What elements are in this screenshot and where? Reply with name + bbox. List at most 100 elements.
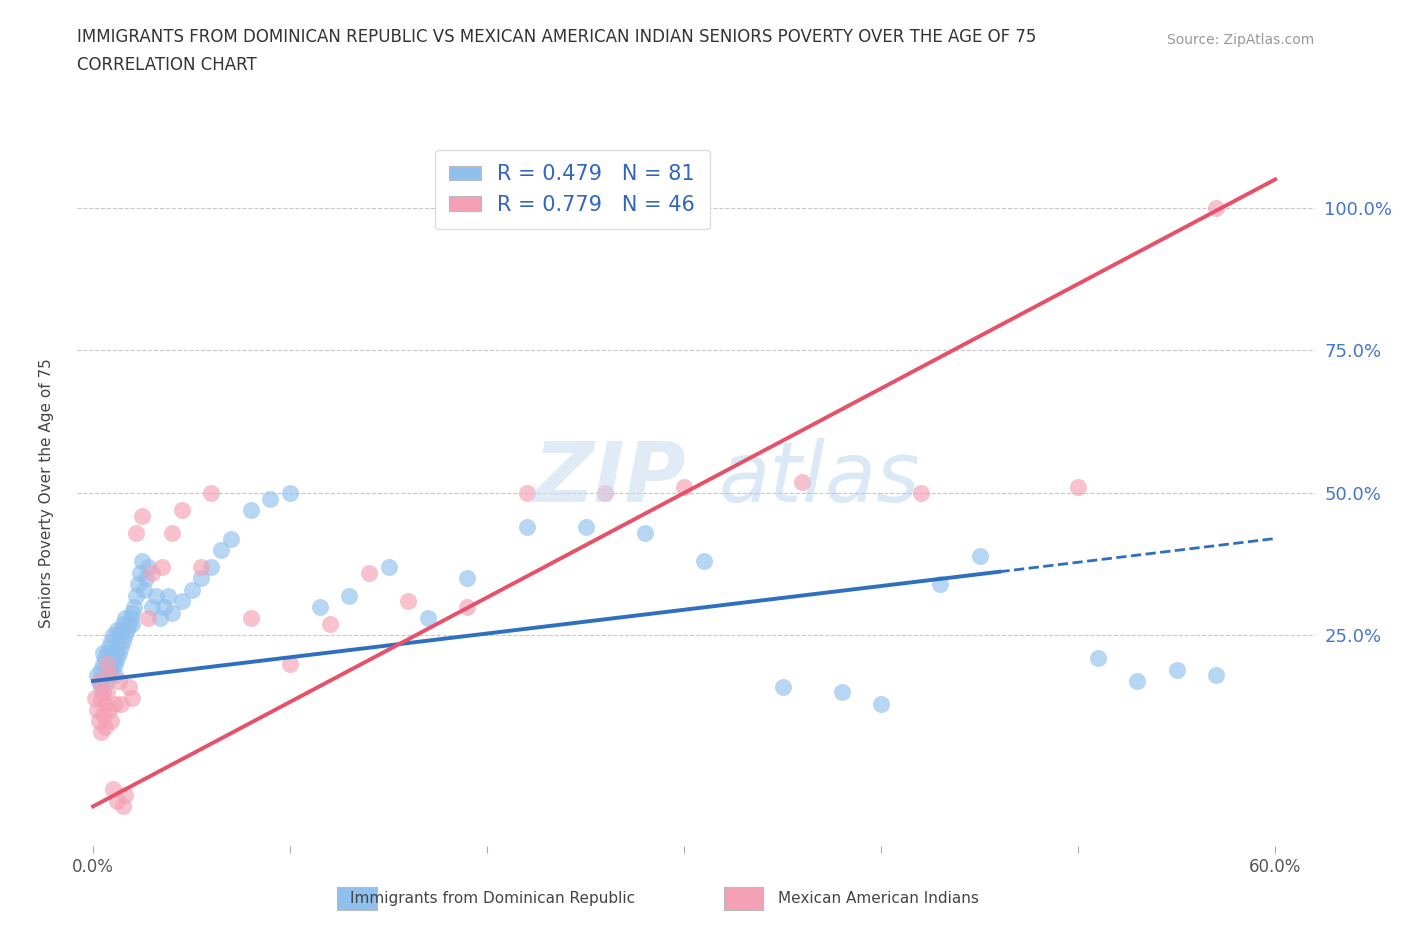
Point bbox=[870, 697, 893, 711]
Point bbox=[575, 520, 598, 535]
Point bbox=[105, 622, 128, 637]
Point bbox=[91, 685, 114, 700]
Point bbox=[634, 525, 657, 540]
Point bbox=[180, 582, 202, 597]
Point bbox=[97, 657, 120, 671]
Point bbox=[969, 548, 991, 563]
Point bbox=[125, 588, 148, 603]
Point bbox=[110, 639, 132, 654]
Point bbox=[90, 679, 112, 694]
Point bbox=[100, 633, 122, 648]
Point bbox=[910, 485, 932, 500]
Point bbox=[134, 582, 156, 597]
Point bbox=[515, 485, 537, 500]
Point bbox=[105, 793, 128, 808]
Point bbox=[416, 611, 439, 626]
Point bbox=[101, 782, 124, 797]
Point bbox=[127, 577, 149, 591]
Point bbox=[101, 628, 124, 643]
Point bbox=[239, 611, 262, 626]
Point bbox=[94, 719, 117, 734]
Y-axis label: Seniors Poverty Over the Age of 75: Seniors Poverty Over the Age of 75 bbox=[39, 358, 53, 628]
Point bbox=[156, 588, 179, 603]
Point bbox=[170, 593, 193, 608]
Point bbox=[100, 662, 122, 677]
Point bbox=[1205, 668, 1227, 683]
Point bbox=[131, 509, 153, 524]
Point bbox=[114, 611, 136, 626]
Point bbox=[121, 691, 143, 706]
Text: IMMIGRANTS FROM DOMINICAN REPUBLIC VS MEXICAN AMERICAN INDIAN SENIORS POVERTY OV: IMMIGRANTS FROM DOMINICAN REPUBLIC VS ME… bbox=[77, 28, 1036, 46]
Point bbox=[278, 485, 301, 500]
Point bbox=[100, 651, 122, 666]
Point bbox=[87, 673, 110, 688]
Point bbox=[94, 668, 117, 683]
Point bbox=[120, 611, 142, 626]
Point bbox=[101, 645, 124, 660]
Point bbox=[91, 657, 114, 671]
Point bbox=[129, 565, 152, 580]
Point bbox=[131, 554, 153, 569]
Point bbox=[318, 617, 340, 631]
Point bbox=[107, 628, 129, 643]
Point bbox=[150, 560, 173, 575]
Point bbox=[91, 708, 114, 723]
Point bbox=[111, 799, 134, 814]
Point bbox=[259, 491, 281, 506]
Point bbox=[929, 577, 952, 591]
Point bbox=[110, 697, 132, 711]
Point bbox=[792, 474, 814, 489]
Text: ZIP: ZIP bbox=[533, 438, 686, 519]
Point bbox=[135, 571, 157, 586]
Point bbox=[91, 685, 114, 700]
Point bbox=[107, 673, 129, 688]
Point bbox=[200, 485, 222, 500]
Point bbox=[96, 685, 118, 700]
Point bbox=[97, 702, 120, 717]
Point bbox=[1067, 480, 1090, 495]
Point bbox=[114, 628, 136, 643]
Point bbox=[87, 713, 110, 728]
Point bbox=[104, 668, 127, 683]
Point bbox=[86, 668, 108, 683]
Point bbox=[141, 565, 163, 580]
Point bbox=[136, 560, 159, 575]
Point bbox=[96, 657, 118, 671]
Point bbox=[136, 611, 159, 626]
Point bbox=[149, 611, 172, 626]
Point bbox=[831, 685, 853, 700]
Point bbox=[84, 691, 107, 706]
Point bbox=[278, 657, 301, 671]
Point bbox=[160, 605, 183, 620]
Point bbox=[91, 645, 114, 660]
Text: Mexican American Indians: Mexican American Indians bbox=[779, 891, 979, 906]
Point bbox=[94, 651, 117, 666]
Point bbox=[87, 673, 110, 688]
Point bbox=[96, 662, 118, 677]
Point bbox=[104, 697, 127, 711]
Point bbox=[111, 633, 134, 648]
Point bbox=[121, 605, 143, 620]
Point bbox=[110, 622, 132, 637]
Text: Source: ZipAtlas.com: Source: ZipAtlas.com bbox=[1167, 33, 1315, 46]
Point bbox=[97, 668, 120, 683]
Point bbox=[115, 622, 138, 637]
Point bbox=[595, 485, 617, 500]
Point bbox=[124, 600, 146, 615]
Point bbox=[117, 617, 139, 631]
Point bbox=[125, 525, 148, 540]
Text: CORRELATION CHART: CORRELATION CHART bbox=[77, 56, 257, 73]
Point bbox=[1126, 673, 1149, 688]
Point bbox=[121, 617, 143, 631]
Point bbox=[153, 600, 176, 615]
Point bbox=[104, 645, 127, 660]
Point bbox=[693, 554, 716, 569]
Point bbox=[97, 668, 120, 683]
Text: atlas: atlas bbox=[718, 438, 921, 519]
Point bbox=[96, 673, 118, 688]
Point bbox=[94, 697, 117, 711]
Point bbox=[97, 639, 120, 654]
Point bbox=[515, 520, 537, 535]
Point bbox=[90, 691, 112, 706]
Point bbox=[114, 788, 136, 803]
